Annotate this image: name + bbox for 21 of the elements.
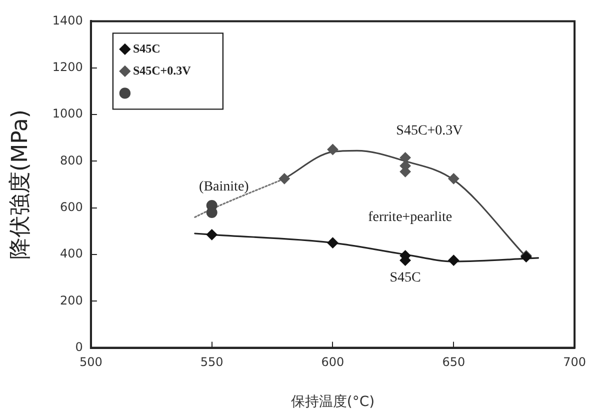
- y-axis-title: 降伏強度(MPa): [8, 110, 33, 260]
- annotation: S45C+0.3V: [396, 124, 463, 139]
- x-tick-label: 650: [442, 355, 466, 370]
- y-tick-label: 1400: [52, 13, 83, 28]
- annotation: ferrite+pearlite: [368, 210, 452, 225]
- y-tick-label: 1200: [52, 60, 83, 74]
- legend-label: S45C+0.3V: [132, 63, 192, 78]
- y-tick-label: 600: [60, 200, 83, 214]
- y-tick-label: 0: [75, 340, 83, 354]
- y-tick-label: 800: [60, 153, 83, 168]
- y-tick-label: 400: [60, 246, 83, 261]
- x-tick-label: 550: [200, 355, 224, 370]
- y-tick-label: 200: [60, 293, 83, 308]
- annotation: (Bainite): [199, 180, 250, 195]
- y-tick-label: 1000: [52, 106, 83, 121]
- annotation: S45C: [390, 270, 421, 286]
- x-tick-label: 700: [563, 355, 586, 370]
- x-tick-label: 600: [321, 355, 344, 370]
- x-axis-title: 保持温度(°C): [290, 394, 375, 410]
- x-tick-label: 500: [79, 355, 102, 370]
- legend-label: S45C: [132, 41, 160, 56]
